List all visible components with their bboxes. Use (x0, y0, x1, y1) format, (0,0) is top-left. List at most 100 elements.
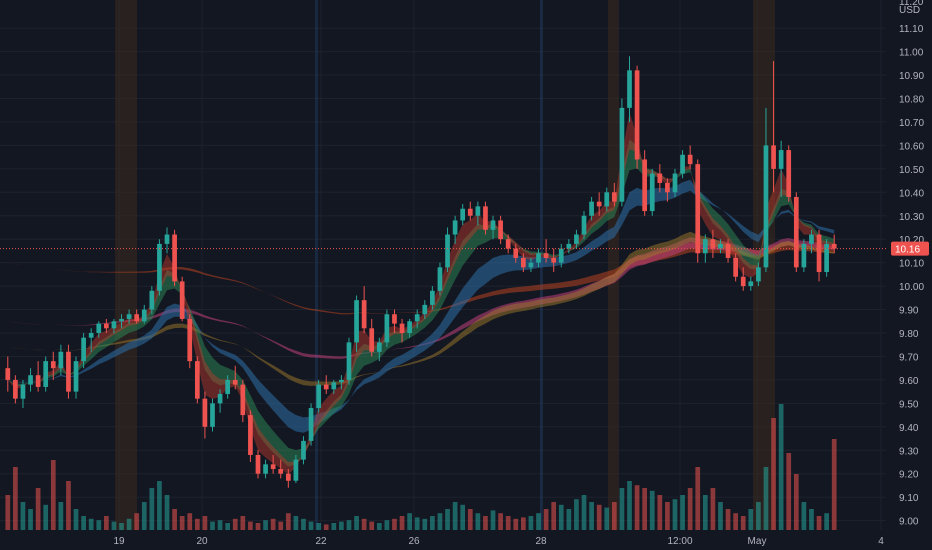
candle-body[interactable] (430, 290, 435, 305)
candle-body[interactable] (361, 300, 367, 329)
candle-body[interactable] (725, 243, 731, 258)
candle-body[interactable] (202, 398, 208, 427)
candle-body[interactable] (452, 220, 458, 235)
candle-body[interactable] (194, 361, 200, 399)
candle-body[interactable] (187, 318, 193, 362)
candle-body[interactable] (384, 314, 390, 343)
candle-body[interactable] (748, 281, 754, 287)
candle-body[interactable] (66, 351, 71, 392)
candle-body[interactable] (126, 314, 132, 319)
candle-body[interactable] (263, 464, 268, 474)
candle-body[interactable] (521, 257, 526, 268)
candle-body[interactable] (81, 337, 86, 362)
candle-body[interactable] (809, 234, 814, 244)
candle-body[interactable] (695, 164, 701, 254)
candle-body[interactable] (225, 379, 231, 394)
candle-body[interactable] (399, 323, 405, 334)
candle-body[interactable] (771, 145, 776, 169)
candle-body[interactable] (467, 208, 473, 216)
candle-body[interactable] (702, 239, 708, 254)
candle-body[interactable] (149, 290, 155, 310)
candle-body[interactable] (445, 234, 450, 268)
candle-body[interactable] (407, 321, 412, 334)
candle-body[interactable] (498, 220, 503, 240)
candle-body[interactable] (543, 253, 549, 258)
candle-body[interactable] (323, 384, 329, 390)
candle-body[interactable] (88, 333, 94, 338)
candle-body[interactable] (210, 403, 215, 427)
candle-body[interactable] (649, 173, 655, 212)
candle-body[interactable] (376, 342, 382, 352)
candle-body[interactable] (437, 267, 443, 291)
candle-body[interactable] (657, 173, 663, 183)
candle-body[interactable] (672, 173, 678, 193)
candle-body[interactable] (475, 206, 481, 216)
candle-body[interactable] (331, 382, 337, 390)
candle-body[interactable] (270, 464, 276, 470)
candle-body[interactable] (756, 267, 761, 282)
candle-body[interactable] (680, 154, 685, 174)
candle-body[interactable] (172, 234, 177, 282)
candle-body[interactable] (119, 318, 124, 322)
candle-body[interactable] (308, 408, 314, 441)
candle-body[interactable] (285, 473, 291, 481)
candle-body[interactable] (627, 70, 632, 108)
candle-body[interactable] (5, 368, 11, 380)
candle-body[interactable] (293, 459, 299, 481)
candle-body[interactable] (96, 323, 102, 334)
candle-body[interactable] (574, 234, 579, 244)
candle-body[interactable] (13, 379, 18, 399)
candle-body[interactable] (20, 384, 26, 399)
candle-body[interactable] (111, 321, 117, 329)
candle-body[interactable] (816, 234, 822, 273)
candle-body[interactable] (786, 150, 792, 197)
candle-body[interactable] (710, 239, 716, 249)
candle-body[interactable] (740, 276, 746, 287)
candle-body[interactable] (483, 206, 488, 230)
candle-body[interactable] (301, 440, 306, 460)
candle-body[interactable] (505, 239, 511, 249)
candle-body[interactable] (604, 192, 610, 207)
candle-body[interactable] (73, 361, 79, 392)
candle-body[interactable] (763, 145, 769, 268)
candle-body[interactable] (134, 314, 140, 322)
candle-body[interactable] (566, 243, 572, 249)
candle-body[interactable] (35, 375, 41, 387)
candle-body[interactable] (733, 257, 738, 277)
candle-body[interactable] (50, 361, 56, 369)
candle-body[interactable] (718, 243, 723, 249)
candle-body[interactable] (581, 215, 587, 235)
candle-body[interactable] (339, 379, 344, 383)
candle-body[interactable] (179, 281, 185, 319)
candle-body[interactable] (164, 234, 170, 244)
candle-body[interactable] (665, 182, 670, 193)
price-axis[interactable]: USD 11.20 9.00 9.10 9.20 9.30 9.40 9.50 9.60 9.… (899, 0, 924, 528)
candle-body[interactable] (248, 415, 253, 455)
candle-body[interactable] (824, 243, 829, 273)
candle-body[interactable] (490, 220, 496, 230)
candle-body[interactable] (460, 208, 466, 221)
candle-body[interactable] (642, 159, 648, 212)
candle-body[interactable] (392, 314, 397, 324)
candle-body[interactable] (513, 248, 519, 258)
candle-body[interactable] (589, 201, 594, 216)
candle-body[interactable] (217, 393, 223, 404)
candle-body[interactable] (611, 192, 617, 202)
candle-body[interactable] (831, 243, 837, 249)
candle-body[interactable] (346, 342, 352, 380)
candle-body[interactable] (558, 248, 564, 263)
candle-body[interactable] (232, 379, 238, 385)
candle-body[interactable] (278, 469, 284, 474)
candle-body[interactable] (157, 243, 162, 291)
candlesticks[interactable] (5, 56, 837, 488)
candle-body[interactable] (316, 384, 321, 409)
candle-body[interactable] (687, 154, 693, 165)
candle-body[interactable] (58, 351, 64, 369)
candle-body[interactable] (551, 257, 557, 263)
candle-body[interactable] (793, 196, 799, 268)
candle-body[interactable] (255, 454, 261, 474)
candle-body[interactable] (414, 314, 420, 322)
candle-body[interactable] (778, 150, 784, 169)
candle-body[interactable] (536, 253, 541, 263)
candle-body[interactable] (596, 201, 602, 207)
